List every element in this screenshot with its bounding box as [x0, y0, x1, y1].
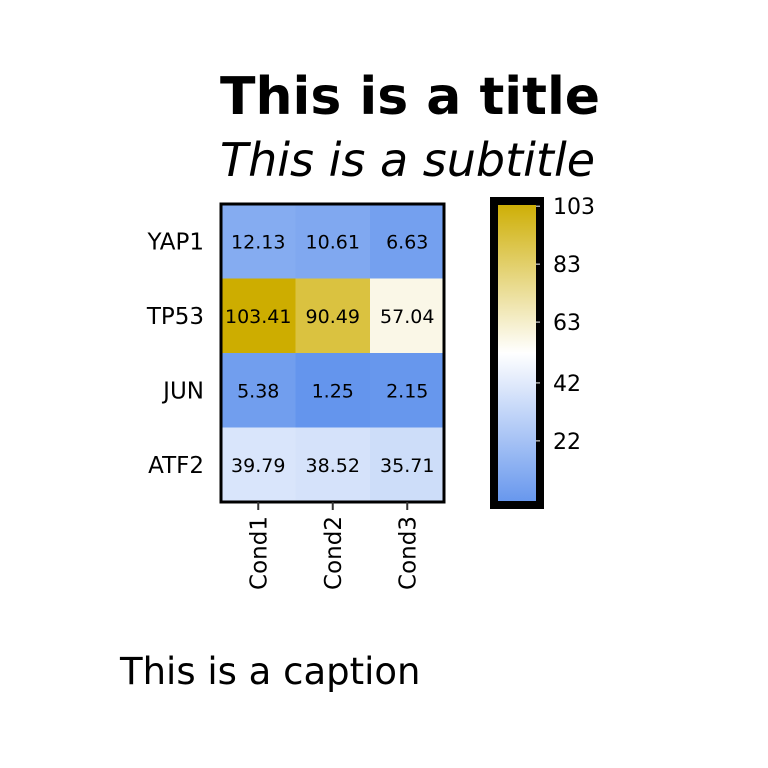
row-label: TP53 [146, 304, 204, 330]
heatmap-cells [221, 204, 445, 503]
chart-caption: This is a caption [119, 650, 421, 693]
heatmap-cell-labels: 12.13 10.61 6.63 103.41 90.49 57.04 5.38 1.25 2.… [225, 231, 434, 477]
cell-value-label: 2.15 [386, 380, 428, 402]
heatmap-cell [295, 204, 371, 279]
heatmap-cell [370, 427, 445, 503]
colorbar: 22 42 63 83 103 [490, 195, 595, 509]
heatmap-cell [295, 353, 371, 428]
heatmap-cell [221, 353, 296, 428]
heatmap-cell [370, 204, 445, 279]
colorbar-tick-label: 103 [553, 195, 595, 220]
colorbar-ticks: 22 42 63 83 103 [536, 195, 595, 455]
heatmap-cell [370, 278, 445, 354]
row-label: YAP1 [146, 229, 204, 255]
column-label: Cond3 [395, 516, 421, 590]
cell-value-label: 103.41 [225, 306, 291, 328]
column-label: Cond1 [246, 516, 272, 590]
row-labels: YAP1 TP53 JUN ATF2 [146, 229, 204, 479]
cell-value-label: 57.04 [380, 306, 434, 328]
colorbar-tick-label: 83 [553, 253, 581, 278]
cell-value-label: 10.61 [306, 231, 360, 253]
heatmap-cell [221, 427, 296, 503]
heatmap-cell [370, 353, 445, 428]
row-label: ATF2 [148, 453, 204, 479]
cell-value-label: 90.49 [306, 306, 360, 328]
heatmap-cell [221, 278, 296, 354]
heatmap-cell [221, 204, 296, 279]
chart-subtitle: This is a subtitle [220, 133, 595, 187]
colorbar-tick-label: 22 [553, 430, 581, 455]
colorbar-tick-label: 42 [553, 372, 581, 397]
heatmap-cell [295, 278, 371, 354]
colorbar-tick-label: 63 [553, 311, 581, 336]
cell-value-label: 38.52 [306, 455, 360, 477]
column-label: Cond2 [321, 516, 347, 590]
cell-value-label: 12.13 [231, 231, 285, 253]
column-axis: Cond1 Cond2 Cond3 [246, 502, 421, 590]
cell-value-label: 5.38 [237, 380, 279, 402]
colorbar-gradient [490, 197, 544, 509]
cell-value-label: 1.25 [312, 380, 354, 402]
cell-value-label: 35.71 [380, 455, 434, 477]
cell-value-label: 39.79 [231, 455, 285, 477]
cell-value-label: 6.63 [386, 231, 428, 253]
row-label: JUN [161, 378, 204, 404]
heatmap-cell [295, 427, 371, 503]
chart-title: This is a title [220, 67, 600, 127]
